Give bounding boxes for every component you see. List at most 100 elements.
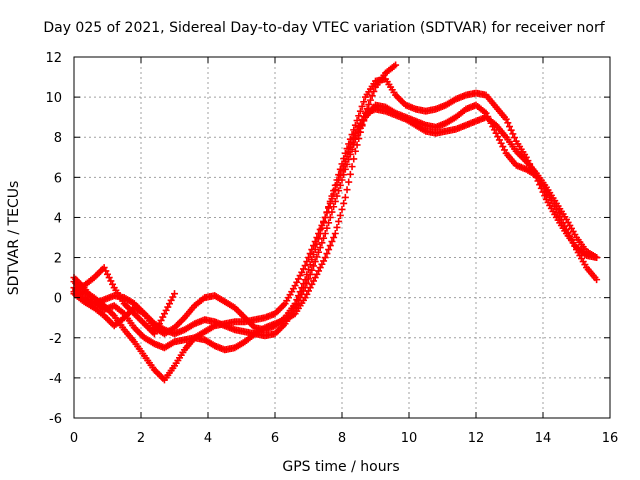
data-point [321,254,329,262]
y-tick-label: 12 [45,51,62,66]
data-point [335,217,343,225]
data-point [320,219,328,227]
data-point [325,203,333,211]
data-point [325,246,333,254]
data-point [360,98,368,106]
x-tick-label: 6 [271,431,279,446]
data-point [291,300,299,308]
data-point [318,224,326,232]
data-point [358,102,366,110]
data-point [310,242,318,250]
data-point [343,145,351,153]
data-point [355,135,363,143]
data-point [360,116,368,124]
y-axis-label: SDTVAR / TECUs [6,181,22,296]
data-point [323,208,331,216]
data-point [340,155,348,163]
data-point [361,109,369,117]
data-point [343,186,351,194]
data-point [310,262,318,270]
data-point [305,266,312,274]
data-point [338,160,346,168]
y-tick-label: 2 [54,252,62,267]
grid [74,57,610,418]
data-point [298,284,306,292]
y-tick-label: -6 [49,412,62,427]
data-point [316,229,324,237]
x-tick-label: 8 [338,431,346,446]
data-point [328,238,336,246]
chart-title: Day 025 of 2021, Sidereal Day-to-day VTE… [43,20,605,36]
data-point [330,187,338,195]
data-point [511,134,519,142]
data-point [326,242,334,250]
data-point [345,178,353,186]
data-point [356,107,364,115]
data-point [348,163,356,171]
data-point [321,213,329,221]
data-point [351,121,359,129]
data-point [539,188,547,196]
y-tick-label: 4 [54,211,62,226]
data-point [323,250,331,258]
data-point [333,176,341,184]
data-point [299,280,307,288]
data-point [506,123,513,131]
data-point [301,276,309,284]
y-tick-label: -2 [49,332,62,347]
data-point [306,261,314,269]
data-point [308,256,316,264]
data-point [350,155,358,163]
plot-frame [73,56,611,419]
data-point [348,131,356,139]
data-point [340,199,348,207]
x-axis-label: GPS time / hours [282,459,399,475]
data-point [331,229,339,237]
data-point [346,150,354,158]
data-point [507,126,515,134]
series-layer [70,61,601,384]
data-point [296,288,304,296]
data-point [355,112,363,120]
data-point [318,239,326,247]
data-point [537,184,545,192]
x-tick-label: 4 [204,431,212,446]
data-point [593,276,601,284]
data-point [532,173,540,181]
data-point [392,61,400,69]
data-point [370,87,378,95]
data-point [303,271,311,279]
data-point [313,240,321,248]
data-point [350,126,358,134]
data-point [331,181,339,189]
x-tick-label: 0 [70,431,78,446]
x-tick-label: 14 [535,431,552,446]
data-point [351,147,359,155]
data-point [366,96,374,104]
data-point [336,165,344,173]
x-tick-label: 16 [602,431,619,446]
data-point [341,193,349,201]
data-point [368,92,376,100]
data-point [310,251,318,259]
data-point [536,181,544,189]
y-tick-label: 8 [54,131,62,146]
data-point [358,122,366,130]
data-point [353,117,361,125]
data-point [593,254,601,262]
data-point [341,149,349,157]
y-tick-label: 0 [54,292,62,307]
x-tick-label: 2 [137,431,145,446]
data-point [353,141,361,149]
series-track-5 [70,61,400,354]
data-point [326,197,334,205]
data-point [356,128,364,136]
data-point [315,235,323,243]
data-point [363,105,371,113]
data-point [294,292,302,300]
data-point [504,119,512,127]
data-point [346,135,354,143]
y-tick-label: 10 [45,91,62,106]
data-point [301,262,309,270]
